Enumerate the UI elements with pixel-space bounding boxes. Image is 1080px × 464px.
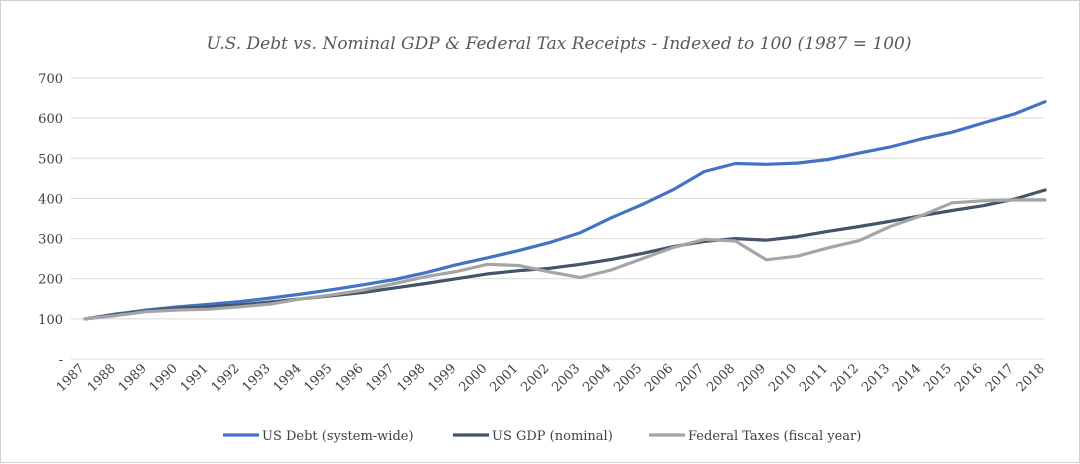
x-tick-label: 2015 xyxy=(921,361,955,395)
x-tick-label: 1991 xyxy=(178,361,212,395)
x-tick-label: 1989 xyxy=(116,361,150,395)
legend-item-1: US GDP (nominal) xyxy=(453,429,613,444)
chart-title: U.S. Debt vs. Nominal GDP & Federal Tax … xyxy=(206,34,911,54)
x-tick-label: 1996 xyxy=(333,361,367,395)
x-tick-label: 2004 xyxy=(580,361,614,395)
legend-label: US GDP (nominal) xyxy=(492,429,613,444)
y-tick-label: 700 xyxy=(38,72,63,87)
series-line-2 xyxy=(83,198,1047,321)
x-tick-label: 2010 xyxy=(766,361,800,395)
y-tick-label: 100 xyxy=(38,313,63,328)
x-tick-label: 1994 xyxy=(271,361,305,395)
y-tick-label: 300 xyxy=(38,233,63,248)
x-tick-label: 2011 xyxy=(797,361,831,395)
x-tick-label: 2008 xyxy=(704,361,738,395)
x-tick-label: 2016 xyxy=(952,361,986,395)
legend-label: Federal Taxes (fiscal year) xyxy=(688,429,861,444)
series-lines xyxy=(83,100,1047,321)
axes: -100200300400500600700198719881989199019… xyxy=(38,72,1048,395)
gridlines xyxy=(71,77,1044,360)
x-tick-label: 2006 xyxy=(642,361,676,395)
x-tick-label: 1990 xyxy=(147,361,181,395)
y-tick-label: 200 xyxy=(38,273,63,288)
x-tick-label: 2002 xyxy=(518,361,552,395)
legend: US Debt (system-wide) US GDP (nominal) Fed… xyxy=(223,429,861,444)
series-line-0 xyxy=(83,100,1047,321)
x-tick-label: 1998 xyxy=(394,361,428,395)
x-tick-label: 2007 xyxy=(673,361,707,395)
x-tick-label: 2018 xyxy=(1014,361,1048,395)
x-tick-label: 2012 xyxy=(828,361,862,395)
y-tick-label: 400 xyxy=(38,192,63,207)
x-tick-label: 2005 xyxy=(611,361,645,395)
x-tick-label: 1999 xyxy=(425,361,459,395)
x-tick-label: 1988 xyxy=(85,361,119,395)
legend-label: US Debt (system-wide) xyxy=(262,429,414,444)
x-tick-label: 2013 xyxy=(859,361,893,395)
x-tick-label: 2009 xyxy=(735,361,769,395)
x-tick-label: 1993 xyxy=(240,361,274,395)
x-tick-label: 2017 xyxy=(983,361,1017,395)
y-tick-label: 600 xyxy=(38,112,63,127)
x-tick-label: 2014 xyxy=(890,361,924,395)
x-tick-label: 2003 xyxy=(549,361,583,395)
y-tick-label: 500 xyxy=(38,152,63,167)
x-tick-label: 2001 xyxy=(487,361,521,395)
x-tick-label: 1995 xyxy=(302,361,336,395)
x-tick-label: 1997 xyxy=(364,361,398,395)
x-tick-label: 2000 xyxy=(456,361,490,395)
legend-item-2: Federal Taxes (fiscal year) xyxy=(649,429,861,444)
x-tick-label: 1992 xyxy=(209,361,243,395)
series-line-1 xyxy=(83,188,1047,321)
legend-item-0: US Debt (system-wide) xyxy=(223,429,414,444)
y-tick-label: - xyxy=(59,353,63,368)
